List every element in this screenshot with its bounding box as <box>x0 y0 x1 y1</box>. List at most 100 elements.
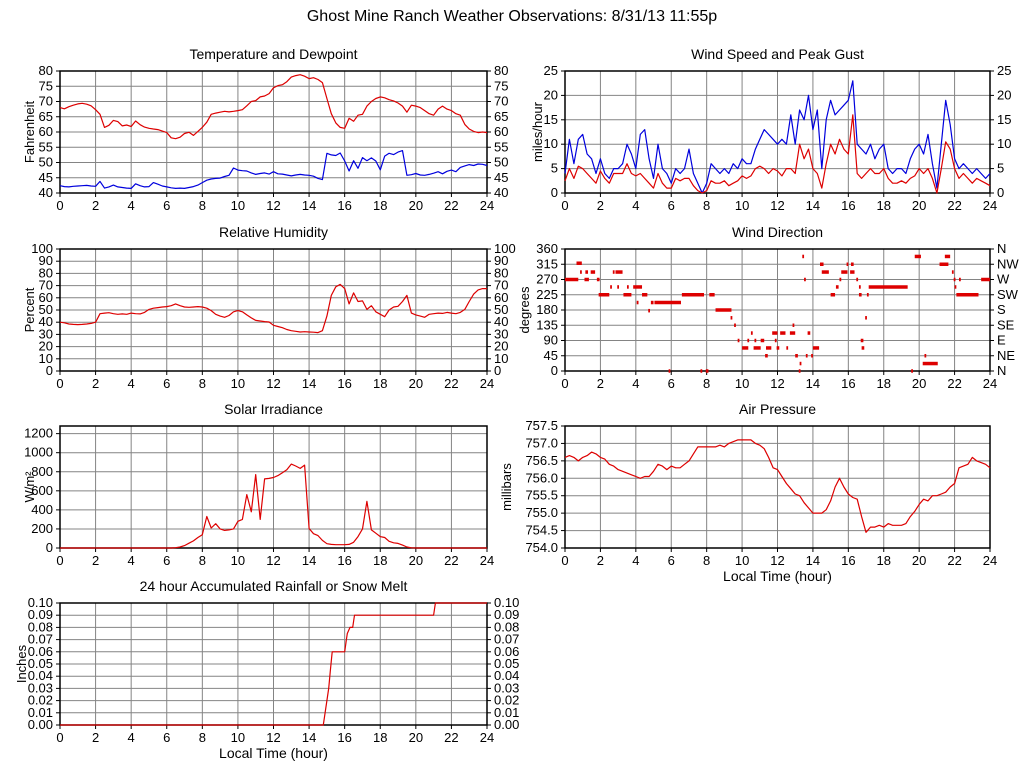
svg-text:757.0: 757.0 <box>525 435 558 450</box>
svg-text:4: 4 <box>632 553 639 568</box>
svg-text:55: 55 <box>39 139 53 154</box>
svg-text:10: 10 <box>39 351 53 366</box>
svg-text:360: 360 <box>536 241 558 256</box>
svg-text:12: 12 <box>266 376 280 391</box>
chart-title: Temperature and Dewpoint <box>189 46 358 62</box>
svg-text:22: 22 <box>947 198 961 213</box>
svg-text:0: 0 <box>551 185 558 200</box>
svg-text:80: 80 <box>494 265 508 280</box>
svg-text:15: 15 <box>544 112 558 127</box>
svg-text:755.0: 755.0 <box>525 505 558 520</box>
svg-text:800: 800 <box>31 464 53 479</box>
svg-text:16: 16 <box>841 553 855 568</box>
svg-text:10: 10 <box>735 376 749 391</box>
svg-text:40: 40 <box>39 314 53 329</box>
svg-text:8: 8 <box>199 376 206 391</box>
svg-text:45: 45 <box>39 170 53 185</box>
svg-text:0: 0 <box>561 553 568 568</box>
svg-text:20: 20 <box>912 198 926 213</box>
svg-text:756.5: 756.5 <box>525 453 558 468</box>
svg-text:5: 5 <box>551 161 558 176</box>
svg-text:60: 60 <box>494 290 508 305</box>
svg-text:22: 22 <box>947 376 961 391</box>
svg-text:NE: NE <box>997 348 1015 363</box>
svg-text:24: 24 <box>983 198 997 213</box>
svg-text:6: 6 <box>163 198 170 213</box>
svg-text:W: W <box>997 272 1010 287</box>
svg-text:10: 10 <box>735 553 749 568</box>
svg-text:75: 75 <box>494 78 508 93</box>
svg-text:756.0: 756.0 <box>525 470 558 485</box>
svg-text:8: 8 <box>703 376 710 391</box>
svg-text:270: 270 <box>536 272 558 287</box>
svg-text:4: 4 <box>128 730 135 745</box>
svg-text:18: 18 <box>877 376 891 391</box>
svg-text:24: 24 <box>480 198 494 213</box>
svg-text:10: 10 <box>231 376 245 391</box>
svg-text:0: 0 <box>494 363 501 378</box>
svg-text:70: 70 <box>39 278 53 293</box>
svg-text:0.06: 0.06 <box>28 644 53 659</box>
svg-text:22: 22 <box>444 553 458 568</box>
svg-text:754.5: 754.5 <box>525 523 558 538</box>
svg-text:10: 10 <box>494 351 508 366</box>
svg-text:0.01: 0.01 <box>28 705 53 720</box>
svg-text:6: 6 <box>668 376 675 391</box>
svg-text:75: 75 <box>39 78 53 93</box>
svg-text:SW: SW <box>997 287 1019 302</box>
chart-title: Wind Speed and Peak Gust <box>691 46 864 62</box>
svg-text:24: 24 <box>480 553 494 568</box>
svg-text:16: 16 <box>841 198 855 213</box>
svg-text:0.02: 0.02 <box>494 693 519 708</box>
svg-text:8: 8 <box>703 198 710 213</box>
svg-text:6: 6 <box>668 198 675 213</box>
svg-text:12: 12 <box>266 553 280 568</box>
svg-text:0.08: 0.08 <box>494 619 519 634</box>
svg-text:90: 90 <box>494 253 508 268</box>
svg-text:30: 30 <box>39 326 53 341</box>
svg-text:2: 2 <box>92 376 99 391</box>
svg-text:6: 6 <box>163 553 170 568</box>
svg-text:2: 2 <box>597 376 604 391</box>
svg-text:S: S <box>997 302 1006 317</box>
svg-text:0.01: 0.01 <box>494 705 519 720</box>
svg-text:22: 22 <box>444 376 458 391</box>
x-axis-label: Local Time (hour) <box>723 568 832 584</box>
svg-text:12: 12 <box>266 198 280 213</box>
svg-text:0: 0 <box>551 363 558 378</box>
svg-text:6: 6 <box>163 730 170 745</box>
air-pressure-plot: 0 2 4 6 8 10 12 14 16 18 20 22 24754.0754.5755.0755.… <box>525 418 997 568</box>
svg-text:24: 24 <box>480 730 494 745</box>
svg-text:0.09: 0.09 <box>494 607 519 622</box>
svg-text:0.07: 0.07 <box>494 632 519 647</box>
svg-text:20: 20 <box>39 339 53 354</box>
svg-text:0.10: 0.10 <box>28 595 53 610</box>
svg-text:0.05: 0.05 <box>28 656 53 671</box>
svg-text:0.04: 0.04 <box>494 668 519 683</box>
svg-text:2: 2 <box>597 198 604 213</box>
svg-text:80: 80 <box>39 265 53 280</box>
svg-text:10: 10 <box>544 136 558 151</box>
svg-text:14: 14 <box>806 198 820 213</box>
svg-text:12: 12 <box>266 730 280 745</box>
svg-text:0.03: 0.03 <box>494 680 519 695</box>
svg-text:55: 55 <box>494 139 508 154</box>
svg-text:70: 70 <box>39 94 53 109</box>
svg-text:1000: 1000 <box>24 445 53 460</box>
svg-text:45: 45 <box>494 170 508 185</box>
svg-text:6: 6 <box>668 553 675 568</box>
svg-text:0.02: 0.02 <box>28 693 53 708</box>
svg-text:22: 22 <box>444 198 458 213</box>
svg-text:80: 80 <box>494 63 508 78</box>
svg-text:65: 65 <box>494 109 508 124</box>
svg-text:100: 100 <box>494 241 516 256</box>
svg-text:NW: NW <box>997 256 1019 271</box>
svg-text:12: 12 <box>770 376 784 391</box>
svg-text:225: 225 <box>536 287 558 302</box>
svg-text:0.05: 0.05 <box>494 656 519 671</box>
svg-text:45: 45 <box>544 348 558 363</box>
svg-text:180: 180 <box>536 302 558 317</box>
svg-text:14: 14 <box>806 376 820 391</box>
